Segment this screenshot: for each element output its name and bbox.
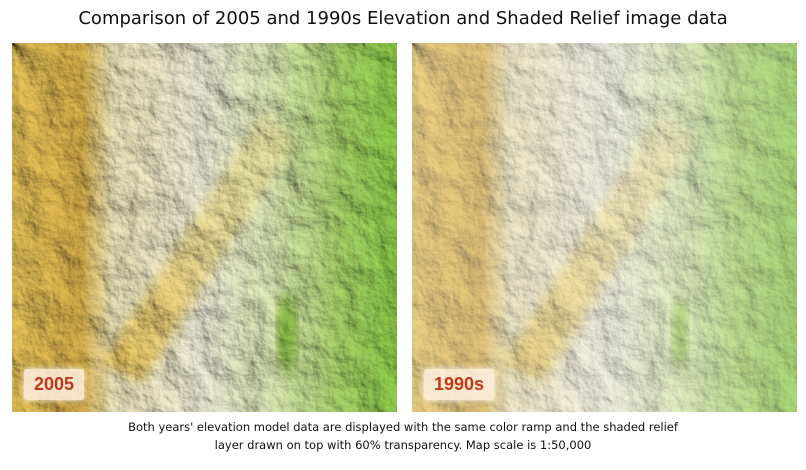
title: Comparison of 2005 and 1990s Elevation a… [78,8,728,29]
terrain [412,43,797,412]
caption-line: Both years' elevation model data are dis… [128,420,678,434]
terrain [12,43,397,412]
map-panel: 1990s [412,43,797,412]
caption: Both years' elevation model data are dis… [0,418,806,454]
year-label: 2005 [24,369,85,400]
map-panel: 2005 [12,43,397,412]
caption-line: layer drawn on top with 60% transparency… [214,438,592,452]
year-label: 1990s [424,369,495,400]
